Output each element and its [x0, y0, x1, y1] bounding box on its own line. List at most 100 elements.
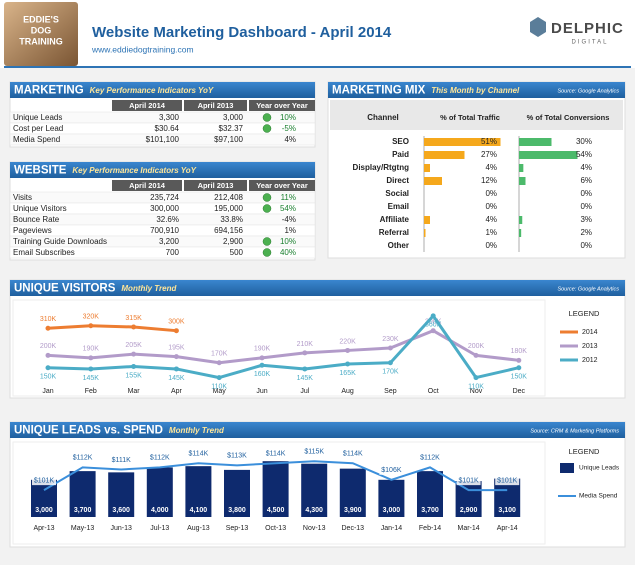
- legend-swatch: [560, 463, 574, 473]
- x-tick-label: Sep: [384, 388, 397, 395]
- panel-title: MARKETING MIX: [332, 85, 426, 97]
- cell: 4%: [284, 135, 296, 144]
- row-label: Bounce Rate: [13, 215, 60, 224]
- value-label: 190K: [83, 346, 100, 353]
- header-rule: [4, 66, 631, 68]
- cell: -5%: [282, 124, 296, 133]
- row-label: Media Spend: [13, 135, 60, 144]
- cell: $32.37: [219, 124, 244, 133]
- cell: 32.6%: [156, 215, 179, 224]
- value-label: $114K: [266, 451, 286, 458]
- x-tick-label: Dec-13: [342, 525, 365, 532]
- legend-label: 2013: [582, 343, 598, 350]
- value-label: 4,500: [267, 507, 285, 514]
- value-label: 170K: [211, 351, 228, 358]
- value-label: $113K: [227, 453, 247, 460]
- bar: [455, 481, 482, 517]
- cell: 212,408: [214, 193, 243, 202]
- point: [173, 366, 179, 372]
- x-tick-label: Mar-14: [458, 525, 480, 532]
- status-dot: [262, 113, 272, 122]
- header-background: [0, 0, 635, 68]
- column-header-cell: [184, 100, 247, 111]
- point: [88, 323, 94, 329]
- x-tick-label: Sep-13: [226, 525, 249, 532]
- value-label: 4,100: [190, 507, 208, 514]
- value-label: 3,700: [421, 507, 439, 514]
- x-tick-label: Apr-14: [497, 525, 518, 532]
- point: [88, 366, 94, 372]
- value-label-bg: [340, 449, 365, 459]
- point: [387, 345, 393, 351]
- point: [345, 361, 351, 367]
- column-header-cell: [249, 100, 315, 111]
- x-tick-label: Nov-13: [303, 525, 326, 532]
- logo-text: TRAINING: [19, 36, 63, 46]
- column-header-cell: [184, 180, 247, 191]
- panel-header: [10, 280, 625, 296]
- bar: [224, 469, 250, 517]
- row: [9, 133, 316, 146]
- row-label: Pageviews: [13, 226, 52, 235]
- value-label: $101K: [34, 477, 55, 484]
- panel-subtitle: Monthly Trend: [121, 284, 177, 293]
- value-label: 0%: [485, 241, 497, 250]
- value-label: 110K: [211, 383, 227, 390]
- column-header: April 2013: [198, 181, 234, 190]
- point: [473, 352, 479, 358]
- brand-name: DELPHIC: [551, 20, 624, 37]
- x-tick-label: Mar: [128, 388, 141, 395]
- row-label: Visits: [13, 193, 32, 202]
- row-label: Email Subscribes: [13, 248, 75, 257]
- cell: $101,100: [146, 135, 180, 144]
- value-label: 4%: [580, 163, 592, 172]
- x-tick-label: Feb: [85, 388, 97, 395]
- value-label: 54%: [576, 150, 592, 159]
- value-label: 195K: [168, 344, 185, 351]
- point: [45, 365, 51, 371]
- bar: [262, 461, 289, 517]
- bar: [185, 466, 212, 517]
- point: [88, 355, 94, 361]
- value-label: $114K: [343, 451, 363, 458]
- cell: 694,156: [214, 226, 243, 235]
- point: [302, 366, 308, 372]
- value-label: 0%: [485, 202, 497, 211]
- x-tick-label: Nov: [470, 388, 483, 395]
- x-tick-label: May: [213, 388, 227, 395]
- value-label-bg: [225, 451, 249, 461]
- panel-title: WEBSITE: [14, 165, 67, 177]
- value-label: 6%: [580, 176, 592, 185]
- x-tick-label: Jan: [42, 388, 53, 395]
- column-header-cell: [249, 180, 315, 191]
- value-label: 145K: [297, 375, 314, 382]
- panel-source: Source: CRM & Marketing Platforms: [530, 428, 619, 434]
- value-label: $101K: [497, 477, 518, 484]
- bar: [519, 138, 552, 146]
- cell: 33.8%: [220, 215, 243, 224]
- bar: [519, 229, 522, 237]
- value-label: 190K: [254, 346, 271, 353]
- panel-subtitle: This Month by Channel: [431, 86, 520, 95]
- value-label: 4%: [485, 215, 497, 224]
- value-label: $106K: [381, 467, 402, 474]
- value-label: 300K: [425, 319, 442, 326]
- value-label: 145K: [83, 375, 100, 382]
- value-label: 1%: [485, 228, 497, 237]
- value-label: 150K: [511, 374, 528, 381]
- value-label: $114K: [189, 451, 209, 458]
- status-dot: [262, 124, 272, 133]
- value-label: 220K: [339, 338, 356, 345]
- cell: 235,724: [150, 193, 179, 202]
- value-label: 165K: [339, 370, 356, 377]
- column-header: % of Total Conversions: [527, 113, 610, 122]
- column-header: Channel: [367, 113, 399, 122]
- point: [516, 357, 522, 363]
- cell: 700,910: [150, 226, 179, 235]
- status-dot: [262, 237, 272, 246]
- value-label: 3,100: [498, 507, 516, 514]
- value-label: 0%: [580, 241, 592, 250]
- legend-title: LEGEND: [569, 309, 600, 318]
- value-label: 160K: [254, 371, 271, 378]
